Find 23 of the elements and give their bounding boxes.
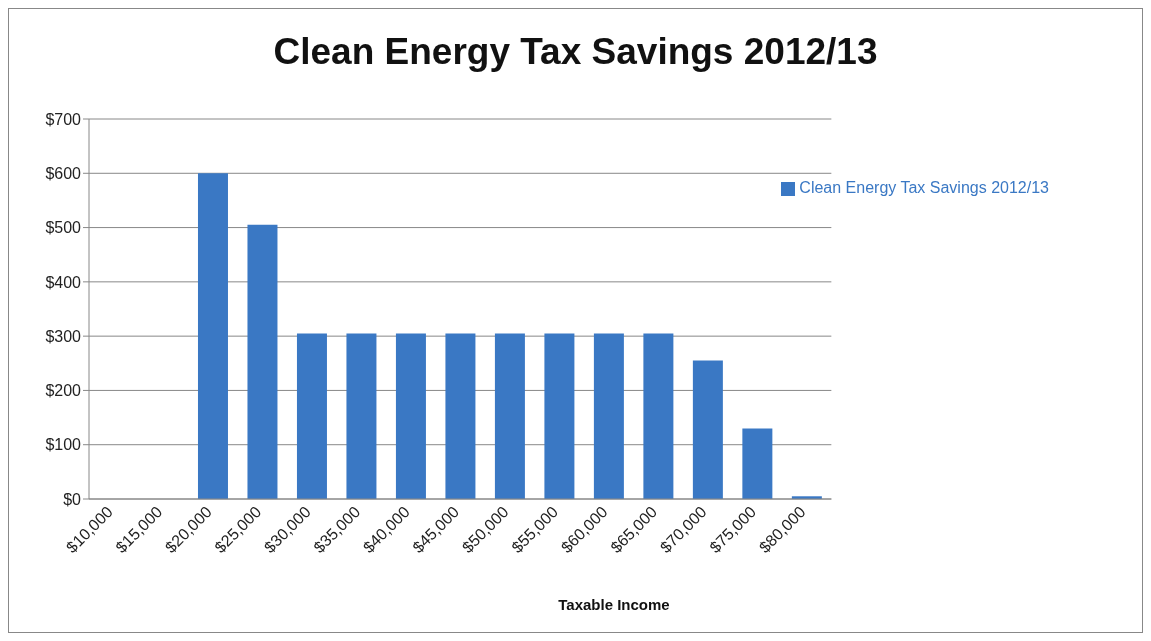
y-tick-label: $600 [45, 164, 82, 182]
bar [742, 428, 773, 499]
y-tick-label: $500 [45, 219, 82, 237]
bar [692, 360, 723, 499]
y-tick-label: $0 [63, 490, 82, 508]
chart-title: Clean Energy Tax Savings 2012/13 [272, 31, 879, 73]
bar [247, 224, 278, 499]
bar [296, 333, 327, 499]
bar [593, 333, 624, 499]
bar [346, 333, 377, 499]
bar [445, 333, 476, 499]
y-tick-label: $400 [45, 273, 82, 291]
y-tick-label: $100 [45, 436, 82, 454]
y-tick-label: $300 [45, 327, 82, 345]
y-tick-label: $200 [45, 382, 82, 400]
y-tick-label: $700 [45, 110, 82, 128]
bar [643, 333, 674, 499]
bar [395, 333, 426, 499]
bar [197, 173, 228, 499]
bar [544, 333, 575, 499]
x-axis-title: Taxable Income [557, 596, 671, 613]
bar [494, 333, 525, 499]
legend-label: Clean Energy Tax Savings 2012/13 [799, 179, 1049, 196]
